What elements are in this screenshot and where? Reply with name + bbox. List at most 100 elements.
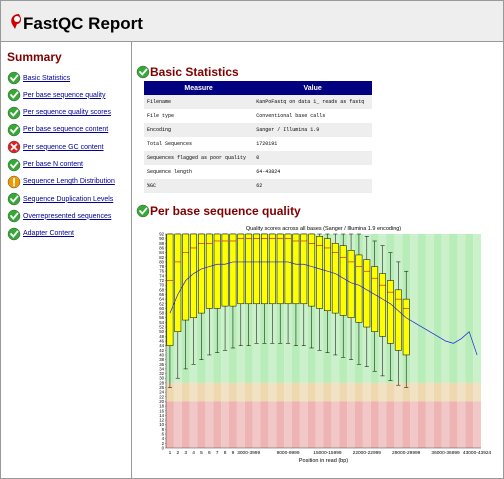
- quality-band: [425, 382, 434, 402]
- quality-band: [355, 401, 363, 448]
- summary-item: Overrepresented sequences: [7, 209, 111, 223]
- summary-link[interactable]: Basic Statistics: [23, 74, 71, 82]
- status-icon: [7, 71, 21, 85]
- box: [331, 243, 339, 314]
- x-tick-label: 15000-15999: [313, 450, 342, 456]
- quality-band: [465, 401, 474, 448]
- table-cell: Conventional base calls: [256, 113, 326, 119]
- quality-band: [331, 401, 340, 448]
- table-row: Sequence length 64-43824: [144, 165, 372, 179]
- summary-link[interactable]: Per base sequence content: [23, 126, 109, 134]
- summary-item: Per base sequence quality: [7, 88, 106, 102]
- quality-band: [166, 382, 174, 402]
- quality-band: [292, 401, 300, 448]
- quality-band: [323, 401, 332, 448]
- table-row: Filename KanPoFastq on data 1_ reads as f…: [144, 95, 372, 109]
- icon-circle: [7, 89, 21, 102]
- pass-icon: [136, 204, 150, 218]
- y-tick-label: 36: [159, 362, 164, 367]
- quality-band: [268, 382, 277, 402]
- summary-link[interactable]: Overrepresented sequences: [23, 212, 112, 220]
- summary-link[interactable]: Adapter Content: [23, 230, 74, 238]
- summary-link[interactable]: Per sequence GC content: [23, 143, 104, 151]
- y-tick-label: 92: [159, 232, 164, 237]
- quality-band: [473, 382, 481, 402]
- y-tick-label: 32: [159, 371, 164, 376]
- quality-band: [166, 401, 174, 448]
- icon-circle: [7, 158, 21, 171]
- y-tick-label: 46: [159, 339, 164, 344]
- box: [347, 250, 355, 318]
- section-heading: Per base sequence quality: [136, 204, 301, 218]
- y-tick-label: 90: [159, 236, 164, 241]
- status-icon: [7, 106, 21, 119]
- summary-item: Per sequence quality scores: [7, 106, 111, 120]
- icon-glyph: [10, 143, 18, 151]
- y-tick-label: 78: [159, 264, 164, 269]
- quality-band: [221, 382, 229, 402]
- table-cell: Sequence length: [147, 169, 193, 175]
- quality-band: [362, 382, 371, 402]
- quality-band: [181, 401, 190, 448]
- summary-link[interactable]: Per base N content: [23, 161, 83, 168]
- quality-band: [457, 401, 466, 448]
- y-tick-label: 52: [159, 325, 164, 330]
- quality-band: [433, 382, 442, 402]
- quality-band: [402, 401, 411, 448]
- summary-link[interactable]: Sequence Length Distribution: [23, 178, 115, 186]
- quality-band: [449, 401, 458, 448]
- box: [253, 233, 260, 305]
- box: [229, 233, 237, 307]
- box: [402, 298, 410, 356]
- y-tick-label: 4: [162, 436, 165, 441]
- box: [221, 233, 229, 307]
- table-cell: File type: [147, 113, 175, 119]
- x-tick-label: 5: [200, 450, 203, 456]
- y-tick-label: 72: [159, 278, 164, 283]
- box: [284, 233, 292, 305]
- quality-band: [402, 382, 411, 402]
- box: [166, 233, 174, 346]
- box: [205, 233, 213, 309]
- quality-band: [465, 382, 474, 402]
- icon-glyph: [10, 212, 19, 221]
- quality-band: [276, 401, 285, 448]
- y-tick-label: 2: [162, 441, 165, 446]
- icon-circle: [136, 65, 150, 79]
- quality-band: [449, 234, 458, 383]
- quality-band: [355, 382, 363, 402]
- table-row: Encoding Sanger / Illumina 1.9: [144, 123, 372, 137]
- table-cell: Sequences flagged as poor quality: [144, 151, 254, 165]
- summary-link[interactable]: Per base sequence quality: [23, 91, 106, 99]
- summary-link[interactable]: Sequence Duplication Levels: [23, 195, 114, 203]
- quality-band: [236, 401, 245, 448]
- quality-band: [268, 401, 277, 448]
- icon-circle: [7, 227, 21, 240]
- summary-link[interactable]: Per sequence quality scores: [23, 109, 111, 117]
- y-tick-label: 42: [159, 348, 164, 353]
- quality-band: [284, 401, 292, 448]
- y-tick-label: 64: [159, 297, 164, 302]
- quality-band: [221, 401, 229, 448]
- box: [308, 233, 316, 307]
- quality-band: [457, 234, 466, 383]
- table-cell: 1720191: [256, 141, 278, 147]
- y-tick-label: 18: [159, 404, 164, 409]
- header: FastQC Report: [1, 1, 503, 42]
- quality-band: [229, 382, 237, 402]
- x-tick-label: 43000-43924: [463, 450, 492, 456]
- table-cell: 62: [253, 179, 372, 193]
- quality-band: [370, 382, 379, 402]
- quality-band: [473, 401, 481, 448]
- x-tick-label: 3: [184, 450, 187, 456]
- quality-band: [252, 401, 261, 448]
- box: [182, 233, 190, 321]
- quality-band: [370, 401, 379, 448]
- y-tick-label: 80: [159, 259, 164, 264]
- quality-band: [260, 382, 269, 402]
- x-tick-label: 3000-3999: [237, 450, 260, 456]
- summary-item: Sequence Length Distribution: [7, 175, 115, 189]
- y-tick-label: 88: [159, 241, 164, 246]
- quality-band: [181, 382, 190, 402]
- table-cell: 64-43824: [256, 169, 281, 175]
